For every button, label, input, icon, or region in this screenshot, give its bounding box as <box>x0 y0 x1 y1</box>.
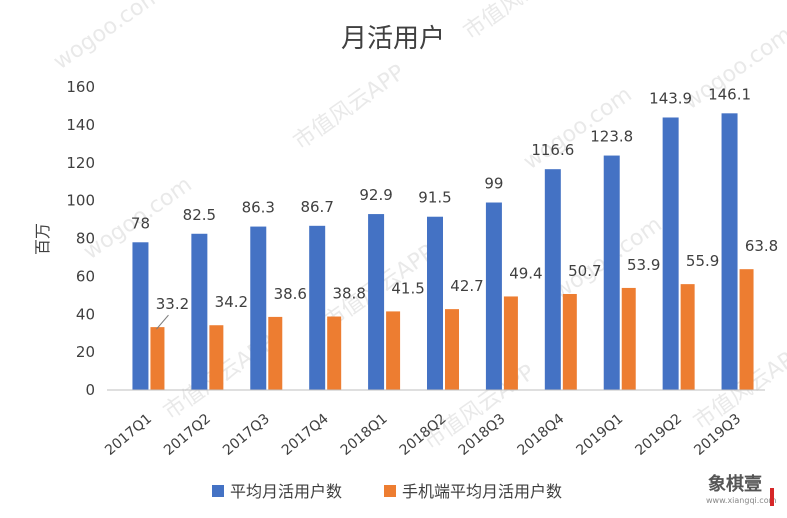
y-tick-label: 100 <box>66 192 95 210</box>
data-label-series-1: 78 <box>131 214 150 232</box>
y-axis-label: 百万 <box>33 223 52 255</box>
bar-series-2 <box>386 311 401 390</box>
data-label-series-1: 82.5 <box>183 206 216 224</box>
chart-title: 月活用户 <box>341 24 445 54</box>
watermark-text: 市值风云APP <box>289 60 409 155</box>
data-label-series-1: 99 <box>484 175 503 193</box>
bar-series-2 <box>209 325 224 390</box>
data-label-series-2: 38.6 <box>274 285 307 303</box>
y-tick-label: 20 <box>76 343 95 361</box>
leader-line <box>156 314 169 330</box>
bar-series-2 <box>621 287 636 390</box>
data-label-series-2: 55.9 <box>686 252 719 270</box>
bar-series-1 <box>485 202 502 390</box>
x-tick-label: 2019Q2 <box>632 411 685 459</box>
bar-series-2 <box>445 309 459 390</box>
bars <box>132 113 754 391</box>
y-tick-label: 40 <box>76 305 95 323</box>
bar-series-2 <box>268 316 283 390</box>
bar-series-1 <box>309 225 326 390</box>
data-label-series-2: 53.9 <box>627 256 660 274</box>
data-label-series-2: 42.7 <box>450 277 483 295</box>
logo: 象棋壹 www.xiangqi.com <box>706 473 777 506</box>
legend-label: 手机端平均月活用户数 <box>402 482 562 501</box>
bar-series-1 <box>603 155 620 390</box>
x-tick-label: 2017Q4 <box>279 411 332 459</box>
bar-series-1 <box>662 117 679 390</box>
bar-series-2 <box>739 269 754 390</box>
bar-series-1 <box>250 226 267 390</box>
y-tick-label: 160 <box>66 78 95 96</box>
data-label-series-1: 86.7 <box>300 198 333 216</box>
legend-swatch <box>212 485 224 497</box>
data-label-series-2: 38.8 <box>332 285 365 303</box>
x-tick-label: 2017Q3 <box>220 411 273 459</box>
bar-series-1 <box>427 216 443 390</box>
bar-series-1 <box>368 214 385 390</box>
legend-swatch <box>384 485 396 497</box>
data-label-series-1: 92.9 <box>359 186 392 204</box>
bar-series-2 <box>327 316 342 390</box>
bar-series-2 <box>562 293 577 390</box>
y-tick-label: 120 <box>66 154 95 172</box>
data-label-series-1: 123.8 <box>590 128 633 146</box>
x-tick-label: 2018Q4 <box>515 411 568 459</box>
data-label-series-1: 116.6 <box>531 141 574 159</box>
data-label-series-2: 33.2 <box>156 295 189 313</box>
watermark-text: 市值风云APP <box>459 0 579 45</box>
data-label-series-1: 143.9 <box>649 89 692 107</box>
bar-series-2 <box>503 296 518 390</box>
y-axis: 0 20 40 60 80 100 120 140 160 <box>66 78 95 399</box>
bar-series-1 <box>544 169 561 390</box>
legend: 平均月活用户数 手机端平均月活用户数 <box>212 482 562 501</box>
bar-series-1 <box>721 113 738 391</box>
x-axis: 2017Q1 2017Q2 2017Q3 2017Q4 2018Q1 2018Q2 2018… <box>102 411 744 459</box>
legend-label: 平均月活用户数 <box>230 482 342 501</box>
y-tick-label: 140 <box>66 116 95 134</box>
data-label-series-1: 91.5 <box>418 189 451 207</box>
y-tick-label: 80 <box>76 230 95 248</box>
logo-url: www.xiangqi.com <box>706 496 777 505</box>
data-label-series-2: 41.5 <box>391 279 424 297</box>
watermark-text: wogoo.com <box>49 0 167 75</box>
logo-mark <box>770 488 774 506</box>
data-label-series-2: 34.2 <box>215 293 248 311</box>
bar-series-2 <box>150 327 165 390</box>
logo-text: 象棋壹 <box>708 473 762 495</box>
y-tick-label: 0 <box>85 381 95 399</box>
data-label-series-1: 86.3 <box>242 199 275 217</box>
data-label-series-1: 146.1 <box>708 85 751 103</box>
bar-series-1 <box>132 242 149 390</box>
x-tick-label: 2017Q1 <box>102 411 155 459</box>
bar-series-1 <box>191 233 208 390</box>
data-label-series-2: 50.7 <box>568 262 601 280</box>
x-tick-label: 2018Q1 <box>338 411 391 459</box>
data-label-series-2: 49.4 <box>509 264 542 282</box>
x-tick-label: 2019Q1 <box>573 411 626 459</box>
data-label-series-2: 63.8 <box>745 237 778 255</box>
bar-series-2 <box>680 284 695 390</box>
data-labels: 78 33.2 82.5 34.2 86.3 38.6 86.7 38.8 92.9 41.5 91… <box>131 85 778 330</box>
y-tick-label: 60 <box>76 267 95 285</box>
